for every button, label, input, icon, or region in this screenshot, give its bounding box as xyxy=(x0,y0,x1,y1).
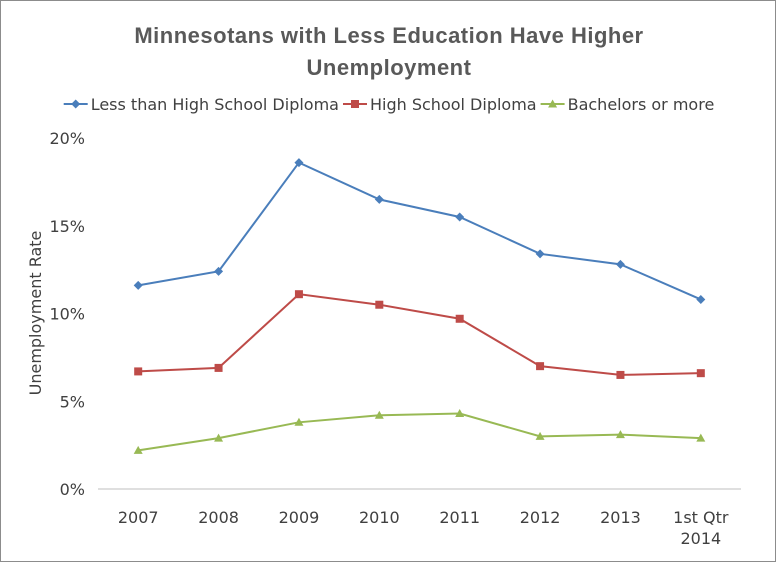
square-marker xyxy=(536,362,545,371)
x-tick-label: 2007 xyxy=(118,508,159,527)
x-tick-label: 2008 xyxy=(198,508,239,527)
square-marker xyxy=(134,367,143,376)
y-tick-label: 10% xyxy=(49,305,85,324)
triangle-marker xyxy=(214,433,224,442)
triangle-marker xyxy=(374,410,384,419)
x-tick-label: 2011 xyxy=(439,508,480,527)
series-layer xyxy=(133,158,706,454)
series-high-school-diploma xyxy=(134,290,705,379)
x-tick-label: 1st Qtr xyxy=(673,508,729,527)
y-axis-ticks: 0% 5% 10% 15% 20% xyxy=(49,129,85,499)
diamond-marker xyxy=(535,249,545,259)
diamond-marker xyxy=(455,212,465,222)
square-marker xyxy=(214,363,223,372)
series-line xyxy=(138,161,702,301)
triangle-marker xyxy=(696,433,706,442)
series-line xyxy=(138,293,701,376)
legend-label: Less than High School Diploma xyxy=(91,95,339,114)
triangle-marker xyxy=(535,431,545,440)
diamond-marker xyxy=(696,294,706,304)
diamond-marker xyxy=(374,194,384,204)
y-tick-label: 0% xyxy=(60,480,85,499)
y-axis-title: Unemployment Rate xyxy=(26,231,45,396)
triangle-marker xyxy=(133,445,143,454)
y-tick-label: 20% xyxy=(49,129,85,148)
diamond-marker xyxy=(71,99,81,109)
triangle-marker xyxy=(548,99,558,108)
diamond-marker xyxy=(133,280,143,290)
square-marker xyxy=(294,290,303,299)
x-tick-label: 2012 xyxy=(520,508,561,527)
chart-legend: Less than High School Diploma High School… xyxy=(63,95,715,114)
legend-label: High School Diploma xyxy=(370,95,537,114)
y-tick-label: 15% xyxy=(49,217,85,236)
legend-item: Bachelors or more xyxy=(540,95,715,114)
legend-item: High School Diploma xyxy=(342,95,537,114)
square-marker xyxy=(616,370,625,379)
x-tick-label: 2009 xyxy=(279,508,320,527)
square-marker xyxy=(455,314,464,323)
x-axis-ticks: 2007 2008 2009 2010 2011 2012 2013 1st Qtr 2014 xyxy=(118,508,729,548)
triangle-marker xyxy=(615,430,625,439)
square-marker xyxy=(375,300,384,309)
series-line xyxy=(138,412,701,452)
diamond-marker xyxy=(214,266,224,276)
legend-item: Less than High School Diploma xyxy=(63,95,339,114)
y-tick-label: 5% xyxy=(60,392,85,411)
triangle-marker xyxy=(294,417,304,426)
series-bachelors-or-more xyxy=(133,409,706,454)
diamond-marker xyxy=(615,259,625,269)
x-tick-label: 2010 xyxy=(359,508,400,527)
square-marker xyxy=(350,100,359,108)
square-marker xyxy=(696,369,705,378)
diamond-marker xyxy=(294,158,304,168)
chart-title-line-1: Minnesotans with Less Education Have Hig… xyxy=(134,23,643,48)
chart-title-line-2: Unemployment xyxy=(307,55,472,80)
x-tick-label: 2013 xyxy=(600,508,641,527)
legend-label: Bachelors or more xyxy=(568,95,715,114)
x-tick-label: 2014 xyxy=(680,529,721,548)
triangle-marker xyxy=(455,409,465,418)
series-less-than-high-school-diploma xyxy=(133,158,706,304)
